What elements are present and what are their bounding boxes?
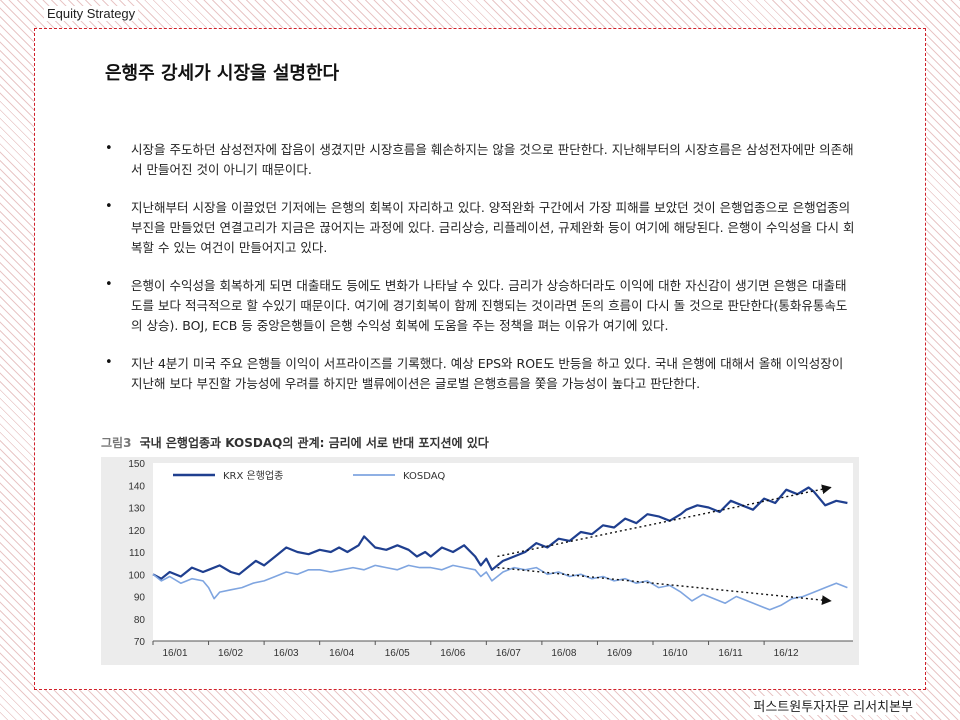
content-panel: 은행주 강세가 시장을 설명한다 • 시장을 주도하던 삼성전자에 잡음이 생겼…	[34, 28, 926, 690]
legend-label: KRX 은행업종	[223, 469, 283, 482]
y-tick-label: 130	[128, 504, 145, 515]
chart-container: 70 80 90 100 110 120 130 140 150 16/01 16/02 16/03 1…	[101, 457, 859, 665]
bullet-item: • 시장을 주도하던 삼성전자에 잡음이 생겼지만 시장흐름을 훼손하지는 않을…	[105, 139, 855, 179]
bullet-item: • 지난해부터 시장을 이끌었던 기저에는 은행의 회복이 자리하고 있다. 양…	[105, 197, 855, 257]
y-tick-label: 120	[128, 526, 145, 537]
figure-number: 그림3	[101, 436, 132, 450]
legend-label: KOSDAQ	[403, 471, 445, 482]
y-tick-label: 70	[134, 637, 146, 648]
series-line-krx-bank	[152, 486, 848, 580]
x-tick-label: 16/11	[718, 648, 743, 659]
bullet-item: • 은행이 수익성을 회복하게 되면 대출태도 등에도 변화가 나타날 수 있다…	[105, 275, 855, 335]
bullet-marker: •	[105, 355, 113, 370]
bullet-text: 지난해부터 시장을 이끌었던 기저에는 은행의 회복이 자리하고 있다. 양적완…	[131, 200, 855, 255]
plot-area	[153, 463, 853, 641]
figure-caption: 그림3 국내 은행업종과 KOSDAQ의 관계: 금리에 서로 반대 포지션에 …	[101, 434, 489, 451]
bullet-marker: •	[105, 199, 113, 214]
bullet-marker: •	[105, 141, 113, 156]
line-chart: 70 80 90 100 110 120 130 140 150 16/01 16/02 16/03 1…	[101, 457, 859, 665]
bullet-item: • 지난 4분기 미국 주요 은행들 이익이 서프라이즈를 기록했다. 예상 E…	[105, 353, 855, 393]
y-tick-label: 80	[134, 615, 146, 626]
x-tick-label: 16/01	[162, 648, 187, 659]
y-tick-label: 140	[128, 481, 145, 492]
y-tick-label: 150	[128, 459, 145, 470]
x-tick-label: 16/04	[329, 648, 354, 659]
bullet-text: 시장을 주도하던 삼성전자에 잡음이 생겼지만 시장흐름을 훼손하지는 않을 것…	[131, 142, 854, 177]
x-tick-label: 16/06	[440, 648, 465, 659]
trend-arrow	[497, 566, 832, 605]
slide-title: 은행주 강세가 시장을 설명한다	[105, 63, 340, 84]
x-tick-label: 16/10	[662, 648, 687, 659]
bullet-list: • 시장을 주도하던 삼성전자에 잡음이 생겼지만 시장흐름을 훼손하지는 않을…	[105, 139, 855, 411]
trend-arrow	[497, 484, 832, 558]
header-label: Equity Strategy	[44, 6, 139, 21]
bullet-text: 은행이 수익성을 회복하게 되면 대출태도 등에도 변화가 나타날 수 있다. …	[131, 278, 848, 333]
x-tick-label: 16/02	[218, 648, 243, 659]
series-line-kosdaq	[152, 564, 848, 611]
x-tick-label: 16/08	[551, 648, 576, 659]
x-tick-label: 16/12	[774, 648, 799, 659]
x-tick-label: 16/09	[607, 648, 632, 659]
x-tick-label: 16/05	[385, 648, 410, 659]
figure-caption-text: 국내 은행업종과 KOSDAQ의 관계: 금리에 서로 반대 포지션에 있다	[139, 436, 489, 450]
x-tick-label: 16/07	[496, 648, 521, 659]
footer-label: 퍼스트원투자자문 리서치본부	[750, 696, 916, 715]
y-tick-label: 90	[134, 593, 146, 604]
y-tick-label: 110	[129, 548, 145, 559]
bullet-marker: •	[105, 277, 113, 292]
bullet-text: 지난 4분기 미국 주요 은행들 이익이 서프라이즈를 기록했다. 예상 EPS…	[131, 356, 844, 391]
x-tick-label: 16/03	[274, 648, 299, 659]
y-tick-label: 100	[128, 570, 145, 581]
